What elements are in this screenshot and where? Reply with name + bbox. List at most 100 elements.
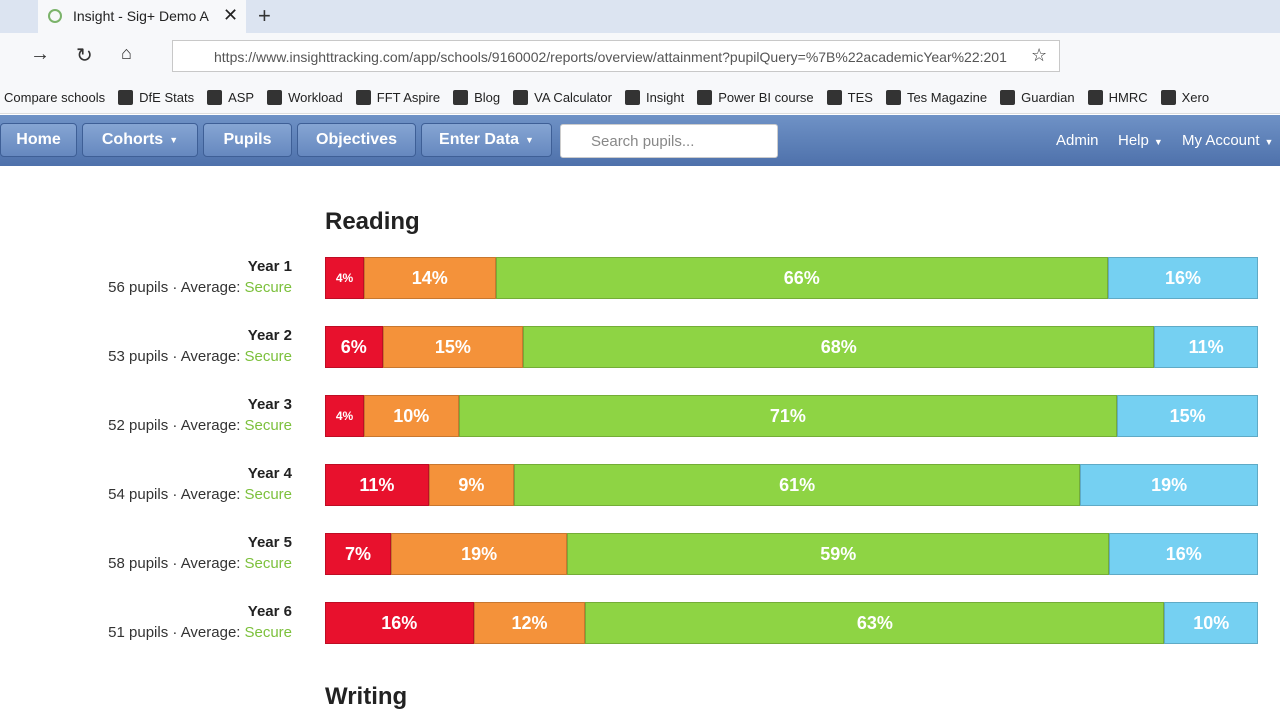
bookmark[interactable]: VA Calculator <box>513 89 612 105</box>
bar-segment[interactable]: 4% <box>325 257 364 299</box>
bar-segment[interactable]: 59% <box>567 533 1110 575</box>
nav-button[interactable]: Home <box>0 123 77 157</box>
bar-segment[interactable]: 14% <box>364 257 496 299</box>
bookmark-label: DfE Stats <box>139 89 195 105</box>
bar-segment[interactable]: 61% <box>514 464 1081 506</box>
section-title: Writing <box>325 683 408 710</box>
attainment-row: Year 5 58 pupils · Average: Secure 7% 19% 59%… <box>0 533 1280 575</box>
segment-label: 66% <box>783 267 820 288</box>
caret: ▼ <box>525 135 534 145</box>
bar-segment[interactable]: 4% <box>325 395 364 437</box>
attainment-row: Year 6 51 pupils · Average: Secure 16% 12% 63… <box>0 602 1280 644</box>
row-summary: 53 pupils · Average: Secure <box>108 348 292 365</box>
caret: ▼ <box>169 135 179 145</box>
segment-label: 19% <box>1151 474 1188 495</box>
bookmark[interactable]: ASP <box>207 89 254 105</box>
bookmark[interactable]: FFT Aspire <box>355 89 440 105</box>
bookmark[interactable]: Power BI course <box>697 89 814 105</box>
segment-label: 12% <box>511 612 548 633</box>
bookmark[interactable]: DfE Stats <box>118 89 195 105</box>
bookmark-label: Tes Magazine <box>906 89 988 105</box>
bookmark-icon <box>118 89 134 105</box>
close-tab[interactable]: ✕ <box>223 5 239 25</box>
home-button[interactable]: ⌂ <box>121 43 132 63</box>
segment-label: 63% <box>856 612 893 633</box>
bar-segment[interactable]: 68% <box>523 326 1155 368</box>
bookmark[interactable]: Guardian <box>1000 89 1075 105</box>
nav-button[interactable]: Enter Data ▼ <box>421 123 552 157</box>
bookmark[interactable]: Blog <box>453 89 501 105</box>
attainment-row: Year 1 56 pupils · Average: Secure 4% 14% 66%… <box>0 257 1280 299</box>
nav-link[interactable]: My Account ▼ <box>1182 132 1273 149</box>
bar-segment[interactable]: 15% <box>1117 395 1258 437</box>
bookmark-label: Power BI course <box>718 89 814 105</box>
row-summary: 56 pupils · Average: Secure <box>108 279 292 296</box>
nav-button[interactable]: Pupils <box>203 123 292 157</box>
search-input[interactable]: Search pupils... <box>560 124 778 158</box>
bar-segment[interactable]: 11% <box>1154 326 1258 368</box>
pupil-summary: 51 pupils · Average: <box>108 624 241 641</box>
nav-label: Home <box>16 131 61 148</box>
bar-segment[interactable]: 10% <box>1164 602 1258 644</box>
new-tab[interactable]: + <box>258 3 271 28</box>
segment-label: 4% <box>335 271 354 285</box>
bookmark-label: Guardian <box>1021 89 1075 105</box>
bar-segment[interactable]: 19% <box>1080 464 1258 506</box>
segment-label: 15% <box>434 336 471 357</box>
bar-segment[interactable]: 12% <box>473 602 586 644</box>
nav-label: Cohorts <box>101 131 164 148</box>
bar-segment[interactable]: 11% <box>325 464 429 506</box>
bookmark-label: Insight <box>645 89 685 105</box>
segment-label: 61% <box>779 474 816 495</box>
average-grade: Secure <box>244 417 292 434</box>
bar-segment[interactable]: 9% <box>428 464 514 506</box>
bar-segment[interactable]: 71% <box>458 395 1118 437</box>
address-bar[interactable]: https://www.insighttracking.com/app/scho… <box>172 40 1060 72</box>
refresh-button[interactable]: ↻ <box>76 45 93 67</box>
bar-segment[interactable]: 15% <box>382 326 524 368</box>
favorite-button[interactable]: ☆ <box>1031 45 1048 65</box>
bar-segment[interactable]: 16% <box>1109 533 1258 575</box>
bookmark[interactable]: Xero <box>1160 89 1209 105</box>
nav-link[interactable]: Help ▼ <box>1118 132 1163 149</box>
bookmark[interactable]: Tes Magazine <box>885 89 988 105</box>
tab[interactable]: Insight - Sig+ Demo A ✕ <box>38 0 246 33</box>
caret: ▼ <box>1264 137 1274 147</box>
bookmark[interactable]: HMRC <box>1087 89 1148 105</box>
segment-label: 16% <box>381 612 418 633</box>
bookmarks-bar: Compare schools DfE Stats ASP Workload FFT A… <box>0 81 1280 114</box>
bookmark[interactable]: TES <box>826 89 873 105</box>
nav-link-label: My Account <box>1182 132 1260 149</box>
bar-segment[interactable]: 7% <box>325 533 392 575</box>
year-label: Year 1 <box>247 258 292 275</box>
bookmark-icon <box>624 89 640 105</box>
bookmark[interactable]: Compare schools <box>4 90 105 105</box>
pupil-summary: 54 pupils · Average: <box>108 486 241 503</box>
bookmark-label: Blog <box>474 89 501 105</box>
forward-button[interactable]: → <box>30 43 50 65</box>
pupil-summary: 56 pupils · Average: <box>108 279 241 296</box>
year-label: Year 5 <box>247 534 292 551</box>
stacked-bar: 4% 14% 66% 16% <box>325 257 1258 299</box>
bar-segment[interactable]: 10% <box>364 395 459 437</box>
bookmark[interactable]: Insight <box>624 89 685 105</box>
segment-label: 4% <box>335 409 354 423</box>
bar-segment[interactable]: 6% <box>325 326 383 368</box>
nav-button[interactable]: Cohorts ▼ <box>82 123 198 157</box>
bar-segment[interactable]: 16% <box>1108 257 1258 299</box>
bar-segment[interactable]: 66% <box>495 257 1108 299</box>
pupil-summary: 58 pupils · Average: <box>108 555 241 572</box>
bar-segment[interactable]: 63% <box>585 602 1165 644</box>
segment-label: 59% <box>820 543 857 564</box>
nav-link-label: Help <box>1118 132 1149 149</box>
url: https://www.insighttracking.com/app/scho… <box>214 49 1007 65</box>
nav-button[interactable]: Objectives <box>297 123 416 157</box>
bar-segment[interactable]: 19% <box>391 533 568 575</box>
bar-segment[interactable]: 16% <box>325 602 474 644</box>
bookmark-icon <box>513 89 529 105</box>
bookmark-label: HMRC <box>1108 89 1148 105</box>
average-grade: Secure <box>244 279 292 296</box>
bookmark[interactable]: Workload <box>267 89 343 105</box>
nav-link[interactable]: Admin <box>1056 132 1099 149</box>
